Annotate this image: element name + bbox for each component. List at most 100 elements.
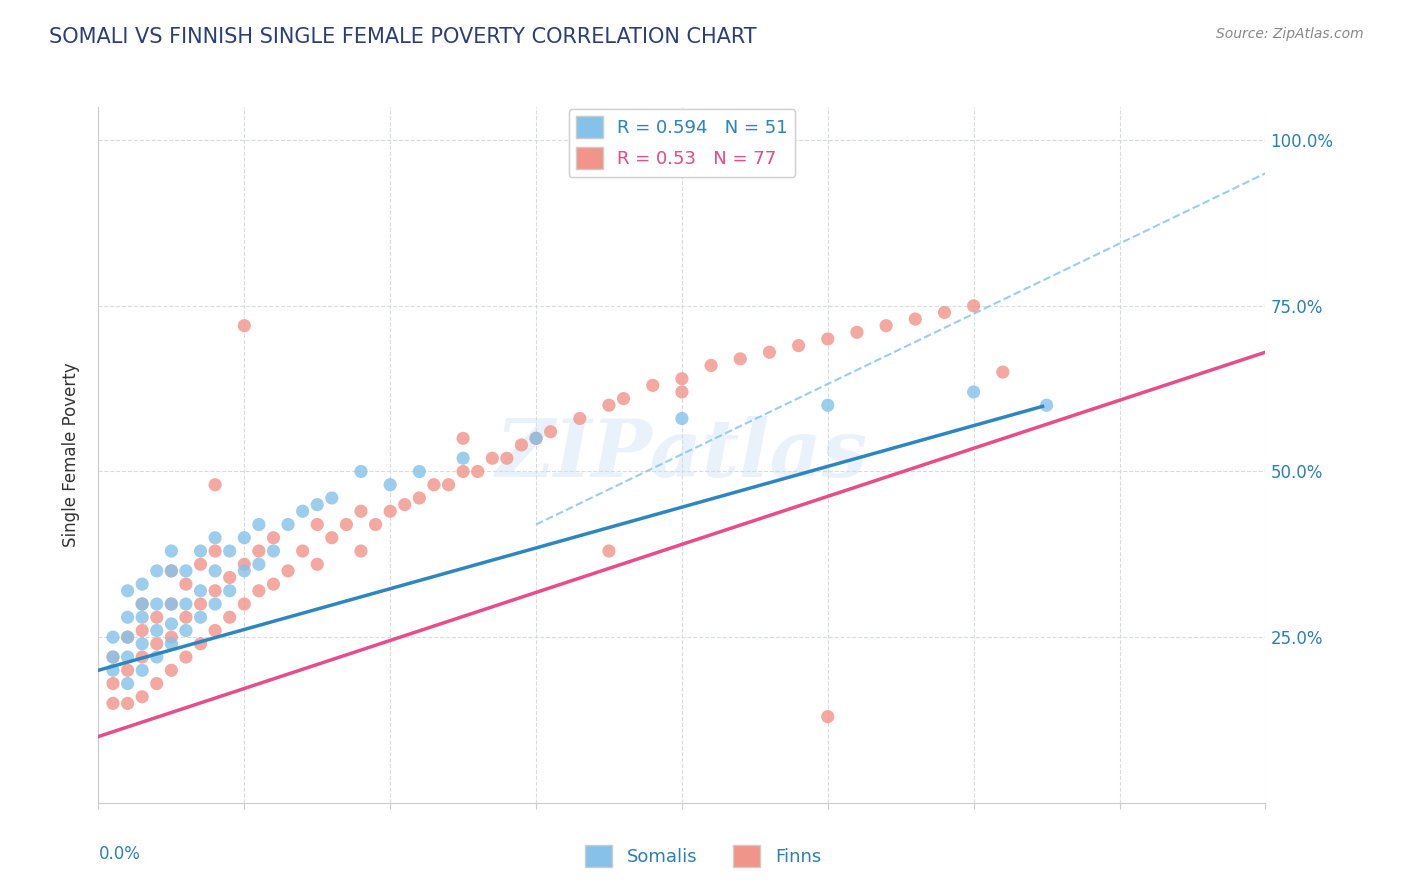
Point [218, 583, 240, 598]
Point [131, 663, 153, 677]
Point [146, 676, 169, 690]
Point [131, 610, 153, 624]
Point [204, 597, 226, 611]
Point [101, 663, 124, 677]
Point [394, 498, 416, 512]
Point [190, 544, 212, 558]
Point [247, 583, 270, 598]
Point [160, 564, 183, 578]
Point [131, 637, 153, 651]
Point [233, 564, 256, 578]
Point [117, 630, 139, 644]
Point [190, 597, 212, 611]
Point [962, 299, 984, 313]
Point [101, 630, 124, 644]
Point [540, 425, 562, 439]
Point [277, 564, 299, 578]
Point [204, 544, 226, 558]
Point [131, 597, 153, 611]
Point [875, 318, 897, 333]
Point [204, 583, 226, 598]
Point [101, 650, 124, 665]
Point [131, 597, 153, 611]
Point [904, 312, 927, 326]
Point [160, 597, 183, 611]
Point [233, 597, 256, 611]
Point [380, 504, 402, 518]
Point [160, 616, 183, 631]
Point [598, 398, 620, 412]
Point [174, 610, 197, 624]
Point [117, 610, 139, 624]
Point [934, 305, 956, 319]
Point [160, 564, 183, 578]
Point [1035, 398, 1057, 412]
Point [568, 411, 591, 425]
Y-axis label: Single Female Poverty: Single Female Poverty [62, 363, 80, 547]
Point [262, 577, 284, 591]
Point [117, 630, 139, 644]
Point [233, 531, 256, 545]
Point [146, 564, 169, 578]
Point [174, 597, 197, 611]
Point [451, 451, 474, 466]
Point [160, 544, 183, 558]
Point [233, 318, 256, 333]
Point [730, 351, 752, 366]
Point [190, 610, 212, 624]
Point [307, 558, 329, 572]
Text: 0.0%: 0.0% [98, 845, 141, 863]
Point [190, 637, 212, 651]
Legend: Somalis, Finns: Somalis, Finns [578, 838, 828, 874]
Point [160, 637, 183, 651]
Point [496, 451, 519, 466]
Point [991, 365, 1014, 379]
Point [160, 630, 183, 644]
Point [190, 558, 212, 572]
Point [174, 650, 197, 665]
Point [146, 597, 169, 611]
Point [481, 451, 503, 466]
Point [218, 544, 240, 558]
Point [307, 498, 329, 512]
Point [190, 583, 212, 598]
Text: SOMALI VS FINNISH SINGLE FEMALE POVERTY CORRELATION CHART: SOMALI VS FINNISH SINGLE FEMALE POVERTY … [49, 27, 756, 46]
Point [408, 465, 430, 479]
Point [204, 477, 226, 491]
Point [233, 558, 256, 572]
Point [321, 491, 343, 505]
Point [423, 477, 446, 491]
Point [451, 431, 474, 445]
Point [117, 583, 139, 598]
Point [131, 650, 153, 665]
Point [247, 544, 270, 558]
Point [350, 465, 373, 479]
Point [612, 392, 634, 406]
Point [204, 564, 226, 578]
Point [174, 577, 197, 591]
Point [671, 411, 693, 425]
Point [101, 676, 124, 690]
Point [117, 676, 139, 690]
Point [787, 338, 810, 352]
Point [262, 531, 284, 545]
Text: ZIPatlas: ZIPatlas [496, 417, 868, 493]
Point [131, 690, 153, 704]
Point [160, 663, 183, 677]
Point [817, 398, 839, 412]
Point [146, 624, 169, 638]
Point [146, 650, 169, 665]
Point [671, 384, 693, 399]
Legend: R = 0.594   N = 51, R = 0.53   N = 77: R = 0.594 N = 51, R = 0.53 N = 77 [568, 109, 796, 177]
Point [321, 531, 343, 545]
Point [350, 504, 373, 518]
Point [467, 465, 489, 479]
Point [277, 517, 299, 532]
Point [218, 570, 240, 584]
Point [131, 577, 153, 591]
Point [758, 345, 780, 359]
Point [204, 624, 226, 638]
Point [641, 378, 664, 392]
Point [174, 564, 197, 578]
Point [247, 558, 270, 572]
